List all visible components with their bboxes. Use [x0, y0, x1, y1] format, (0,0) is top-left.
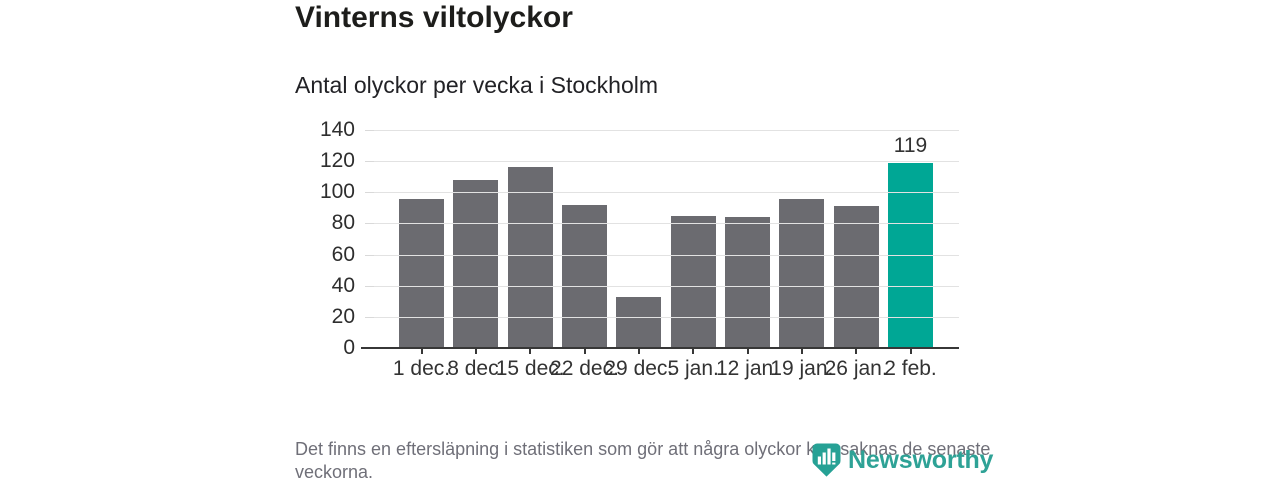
x-axis-label: 26 jan.: [824, 357, 888, 380]
gridline: [365, 223, 959, 225]
gridline: [365, 192, 959, 194]
gridline: [365, 161, 959, 163]
x-axis-label: 1 dec.: [392, 357, 451, 380]
y-axis-label: 60: [331, 242, 355, 266]
x-axis-label: 5 jan.: [667, 357, 719, 380]
y-axis-tick: [365, 192, 374, 194]
x-axis-tick: [746, 348, 749, 354]
x-axis-line: [361, 347, 959, 349]
newsworthy-logo: Newsworthy: [812, 443, 993, 477]
y-axis: 0 20 40 60 80 100 120 140: [250, 118, 355, 359]
y-axis-tick: [365, 130, 374, 131]
y-axis-tick: [365, 254, 374, 256]
bar: [399, 198, 444, 348]
bar-value-label: 119: [893, 133, 928, 157]
x-axis-label: 12 jan.: [715, 357, 780, 380]
bar: [833, 206, 879, 348]
gridline: [365, 285, 959, 287]
bar: [724, 217, 770, 348]
bar: [616, 296, 662, 348]
bar: [507, 167, 553, 348]
y-axis-tick: [365, 285, 374, 287]
gridline: [365, 254, 959, 256]
x-axis-label: 8 dec.: [447, 357, 505, 380]
bar-series: [399, 130, 933, 348]
x-axis-tick: [855, 348, 858, 354]
bar: [779, 198, 825, 348]
y-axis-label: 100: [319, 180, 355, 204]
y-axis-label: 40: [331, 273, 355, 297]
y-axis-label: 20: [331, 304, 355, 328]
bar: [561, 204, 607, 348]
bar: [670, 215, 716, 348]
bar: [453, 179, 499, 348]
x-axis-label: 29 dec.: [604, 357, 674, 380]
y-axis-tick: [365, 316, 374, 318]
y-axis-tick: [365, 223, 374, 225]
x-axis-tick: [637, 348, 640, 354]
newsworthy-chart-pin-icon: [812, 443, 841, 477]
y-axis-label: 0: [343, 336, 355, 359]
x-axis-label: 15 dec.: [495, 357, 565, 380]
x-axis-tick: [800, 348, 803, 354]
y-axis-label: 120: [319, 149, 355, 173]
x-axis-label: 22 dec.: [550, 357, 619, 380]
x-axis-tick: [529, 348, 532, 354]
gridline: [365, 130, 959, 131]
y-axis-label: 80: [331, 211, 355, 235]
y-axis-label: 140: [319, 118, 355, 141]
x-axis-tick: [909, 348, 912, 354]
x-axis-label: 19 jan.: [770, 357, 834, 380]
x-axis-label: 2 feb.: [884, 357, 937, 380]
chart-subtitle: Antal olyckor per vecka i Stockholm: [295, 72, 659, 98]
plot-area: 0 20 40 60 80 100 120 140 1 dec. 8 dec. 15 dec. 22…: [320, 118, 959, 380]
x-axis-tick: [474, 348, 477, 354]
chart-title: Vinterns viltolyckor: [295, 1, 573, 34]
x-axis-tick: [583, 348, 586, 354]
x-axis-tick: [692, 348, 695, 354]
gridline: [365, 316, 959, 318]
newsworthy-logo-text: Newsworthy: [848, 445, 994, 474]
y-axis-tick: [365, 161, 374, 163]
x-axis-tick: [420, 348, 423, 354]
